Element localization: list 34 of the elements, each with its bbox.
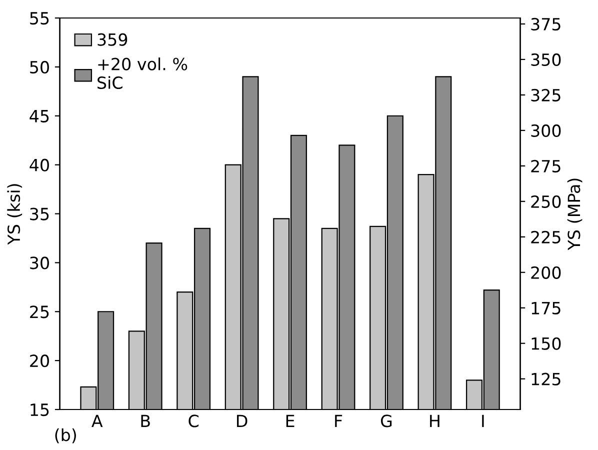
y2-tick-label: 175 [532,302,560,314]
x-tick-label: H [430,414,440,428]
y2-tick-label: 150 [532,337,561,350]
y2-tick-label: 325 [531,88,560,102]
x-tick-label: A [92,414,103,428]
y2-tick-label: 125 [532,372,560,386]
legend-label: 359 [98,33,128,46]
x-tick-label: G [380,414,392,428]
y-tick-label: 40 [30,158,49,172]
y-tick-label: 50 [30,60,49,74]
x-tick-label: E [286,414,294,428]
y2-tick-label: 250 [531,195,561,208]
x-tick-label: B [141,414,150,428]
y2-tick-label: 225 [531,230,560,244]
y-tick-label: 20 [30,354,49,368]
y-tick-label: 55 [30,12,49,25]
y-tick-label: 45 [30,110,49,122]
x-tick-label: F [335,414,342,428]
x-tick-label: D [237,414,248,428]
y-tick-label: 15 [30,404,49,416]
y2-tick-label: 275 [531,160,560,172]
y2-tick-label: 200 [531,266,561,279]
legend-label: +20 vol. % SiC [98,57,188,90]
y2-tick-label: 375 [531,18,560,31]
y-tick-label: 30 [30,256,49,270]
x-tick-label: C [188,414,198,428]
text: (b) [55,428,76,444]
y2-tick-label: 350 [531,53,561,66]
y-tick-label: 35 [30,208,49,220]
y2-axis-title: YS (MPa) [567,178,582,250]
y2-tick-label: 300 [531,124,561,137]
x-tick-label: I [482,414,484,428]
y-tick-label: 25 [30,306,49,318]
y-axis-title: YS (ksi) [7,184,22,245]
